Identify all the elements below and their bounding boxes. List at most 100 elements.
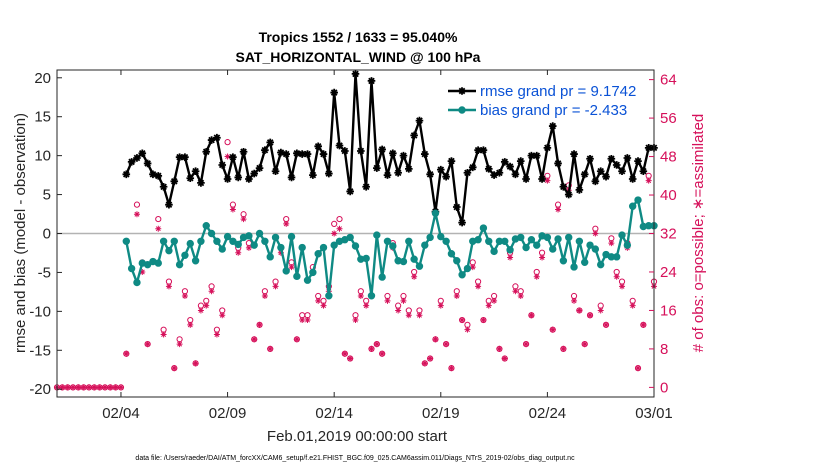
bias-point: [223, 232, 232, 241]
obs-assimilated-marker: [267, 345, 274, 352]
bias-point: [612, 253, 621, 261]
bias-point: [527, 236, 536, 244]
x-tick-label: 02/09: [209, 405, 247, 422]
rmse-point: [186, 174, 195, 183]
obs-assimilated-marker: [331, 230, 338, 237]
obs-assimilated-marker: [544, 177, 551, 184]
obs-assimilated-marker: [571, 297, 578, 304]
rmse-point: [223, 175, 232, 183]
bias-point: [346, 233, 354, 242]
rmse-point: [143, 159, 152, 168]
bias-point: [234, 240, 242, 249]
bias-point: [501, 237, 509, 245]
obs-assimilated-marker: [288, 264, 295, 271]
x-tick-label: 02/04: [102, 405, 140, 422]
bias-point: [405, 237, 413, 245]
obs-assimilated-marker: [203, 302, 210, 309]
rmse-point: [532, 151, 541, 160]
obs-assimilated-marker: [144, 341, 151, 348]
obs-assimilated-marker: [464, 326, 471, 333]
obs-assimilated-marker: [645, 177, 652, 184]
rmse-point: [218, 161, 227, 169]
rmse-point: [436, 165, 445, 174]
obs-assimilated-marker: [437, 302, 444, 309]
obs-assimilated-marker: [357, 293, 364, 300]
obs-assimilated-marker: [251, 336, 258, 343]
bias-point: [319, 243, 328, 252]
obs-assimilated-marker: [155, 225, 162, 232]
rmse-point: [628, 175, 637, 183]
obs-assimilated-marker: [341, 350, 348, 357]
obs-assimilated-marker: [363, 302, 370, 309]
rmse-point: [351, 70, 360, 78]
bias-point: [170, 237, 178, 245]
obs-assimilated-marker: [475, 283, 482, 290]
bias-point: [485, 237, 493, 245]
obs-assimilated-marker: [368, 345, 375, 352]
bias-point: [522, 243, 530, 252]
obs-assimilated-marker: [421, 360, 428, 367]
obs-assimilated-marker: [176, 341, 183, 348]
obs-assimilated-marker: [496, 345, 503, 352]
bias-point: [570, 263, 578, 271]
rmse-point: [341, 147, 349, 155]
obs-assimilated-marker: [133, 211, 140, 218]
rmse-point: [207, 136, 216, 144]
rmse-point: [170, 177, 179, 186]
bias-point: [266, 253, 274, 261]
rmse-point: [639, 167, 648, 176]
obs-assimilated-marker: [555, 206, 562, 213]
legend-marker-rmse: [458, 87, 466, 95]
obs-assimilated-marker: [213, 331, 220, 338]
rmse-point: [602, 172, 610, 181]
chart-subtitle: SAT_HORIZONTAL_WIND @ 100 hPa: [236, 49, 481, 65]
obs-assimilated-marker: [491, 297, 498, 304]
x-axis-ticks: 02/04 02/09 02/14 02/19 02/24 03/01: [102, 70, 673, 422]
bias-point: [623, 241, 632, 249]
rmse-point: [522, 175, 530, 183]
rmse-point: [133, 154, 141, 162]
y2-tick-label: 32: [660, 226, 677, 243]
obs-assimilated-marker: [400, 297, 407, 304]
obs-assimilated-marker: [208, 288, 215, 295]
rmse-point: [287, 173, 296, 182]
obs-assimilated-marker: [123, 350, 130, 357]
y-tick-label: -10: [29, 303, 51, 320]
rmse-point: [138, 149, 147, 158]
rmse-point: [527, 151, 536, 160]
bias-point: [277, 243, 285, 252]
obs-possible-marker: [331, 220, 338, 227]
bias-point: [229, 237, 237, 245]
rmse-point: [426, 170, 434, 179]
bias-point: [596, 260, 605, 269]
obs-assimilated-marker: [453, 293, 460, 300]
obs-assimilated-marker: [219, 312, 226, 319]
rmse-point: [644, 144, 653, 152]
rmse-point: [159, 182, 168, 191]
rmse-point: [202, 147, 211, 156]
bias-point: [437, 232, 445, 241]
rmse-point: [229, 153, 237, 161]
obs-assimilated-marker: [235, 249, 242, 256]
rmse-point: [570, 150, 578, 158]
rmse-point: [373, 164, 381, 172]
obs-assimilated-marker: [299, 317, 306, 324]
rmse-point: [490, 171, 498, 179]
x-tick-label: 02/24: [529, 405, 567, 422]
obs-assimilated-marker: [416, 312, 423, 319]
obs-possible-marker: [224, 139, 231, 146]
rmse-point: [346, 187, 354, 196]
rmse-point: [309, 171, 317, 179]
bias-point: [261, 237, 269, 245]
bias-point: [378, 273, 386, 281]
obs-assimilated-marker: [443, 341, 450, 348]
bias-point: [330, 241, 338, 249]
obs-assimilated-marker: [373, 341, 380, 348]
rmse-point: [458, 218, 466, 227]
obs-assimilated-marker: [507, 254, 514, 261]
obs-assimilated-marker: [272, 283, 279, 290]
rmse-point: [175, 153, 184, 161]
rmse-point: [543, 144, 552, 152]
rmse-point: [197, 179, 205, 187]
